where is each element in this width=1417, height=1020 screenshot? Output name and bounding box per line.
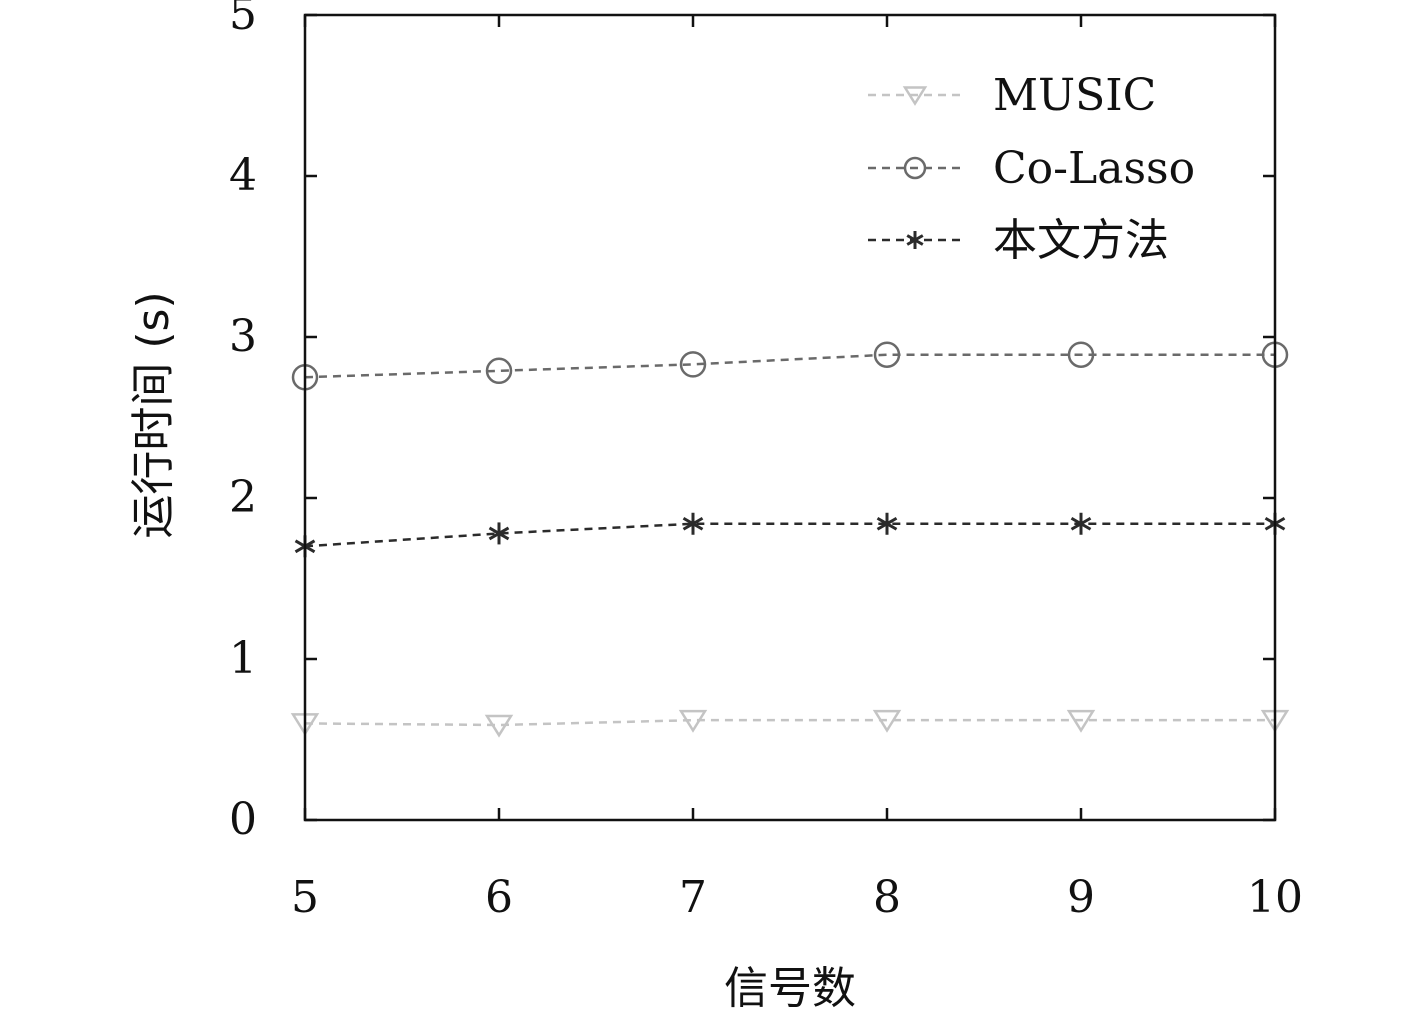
legend-label: MUSIC bbox=[993, 70, 1156, 121]
x-tick-label: 5 bbox=[291, 872, 319, 923]
star-marker bbox=[682, 512, 704, 535]
circle-marker bbox=[485, 357, 513, 385]
plot-frame bbox=[303, 13, 1277, 822]
triangle-marker bbox=[484, 714, 514, 738]
legend-label: Co-Lasso bbox=[993, 143, 1195, 194]
star-marker bbox=[876, 512, 898, 535]
circle-marker bbox=[1067, 341, 1095, 368]
triangle-marker bbox=[678, 709, 708, 733]
y-tick-label: 1 bbox=[229, 633, 257, 684]
triangle-marker bbox=[1066, 709, 1096, 733]
series-2 bbox=[294, 512, 1286, 558]
x-tick-label: 9 bbox=[1067, 872, 1095, 923]
circle-marker bbox=[679, 351, 707, 378]
series-line bbox=[304, 522, 1275, 548]
star-marker bbox=[906, 231, 924, 249]
x-tick-label: 6 bbox=[485, 872, 513, 923]
series-line bbox=[304, 718, 1275, 727]
legend-item: Co-Lasso bbox=[868, 143, 1195, 194]
x-tick-label: 8 bbox=[873, 872, 901, 923]
y-tick-label: 5 bbox=[229, 0, 257, 40]
x-tick-label: 10 bbox=[1247, 872, 1303, 923]
series-0 bbox=[290, 709, 1290, 738]
series-1 bbox=[291, 341, 1289, 391]
series-layer bbox=[290, 341, 1290, 738]
circle-marker bbox=[873, 341, 901, 368]
star-marker bbox=[488, 522, 510, 545]
circle-marker bbox=[903, 156, 927, 180]
legend-label: 本文方法 bbox=[993, 215, 1169, 266]
triangle-marker bbox=[872, 709, 902, 733]
y-axis-ticks: 0 1 2 3 4 5 bbox=[229, 0, 1275, 845]
legend-item: MUSIC bbox=[868, 70, 1156, 121]
triangle-marker bbox=[902, 86, 928, 106]
star-marker bbox=[1070, 512, 1092, 535]
legend-item: 本文方法 bbox=[868, 215, 1169, 266]
x-axis-label: 信号数 bbox=[724, 963, 856, 1014]
y-axis-label: 运行时间 (s) bbox=[128, 291, 179, 538]
y-tick-label: 4 bbox=[229, 150, 257, 201]
x-tick-label: 7 bbox=[679, 872, 707, 923]
y-tick-label: 0 bbox=[229, 794, 257, 845]
y-tick-label: 2 bbox=[229, 472, 257, 523]
legend: MUSIC Co-Lasso 本文方法 bbox=[868, 70, 1195, 266]
y-tick-label: 3 bbox=[229, 311, 257, 362]
series-line bbox=[304, 353, 1275, 379]
